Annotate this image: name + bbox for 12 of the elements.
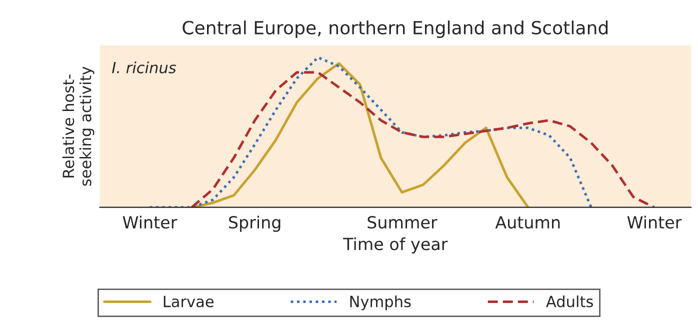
legend-label: Nymphs xyxy=(350,295,411,310)
chart-title: Central Europe, northern England and Scotland xyxy=(182,20,608,38)
x-tick-label: Winter xyxy=(122,216,178,229)
legend-label: Adults xyxy=(546,295,593,308)
x-tick-label: Spring xyxy=(229,216,280,232)
x-axis-title: Time of year xyxy=(343,237,448,254)
y-axis-title: Relative host- seeking activity xyxy=(62,66,94,186)
x-tick-label: Winter xyxy=(627,216,682,229)
x-tick-label: Autumn xyxy=(495,216,560,229)
legend-label: Larvae xyxy=(164,296,214,308)
x-tick-label: Summer xyxy=(368,216,438,229)
annotation: I. ricinus xyxy=(112,62,176,74)
